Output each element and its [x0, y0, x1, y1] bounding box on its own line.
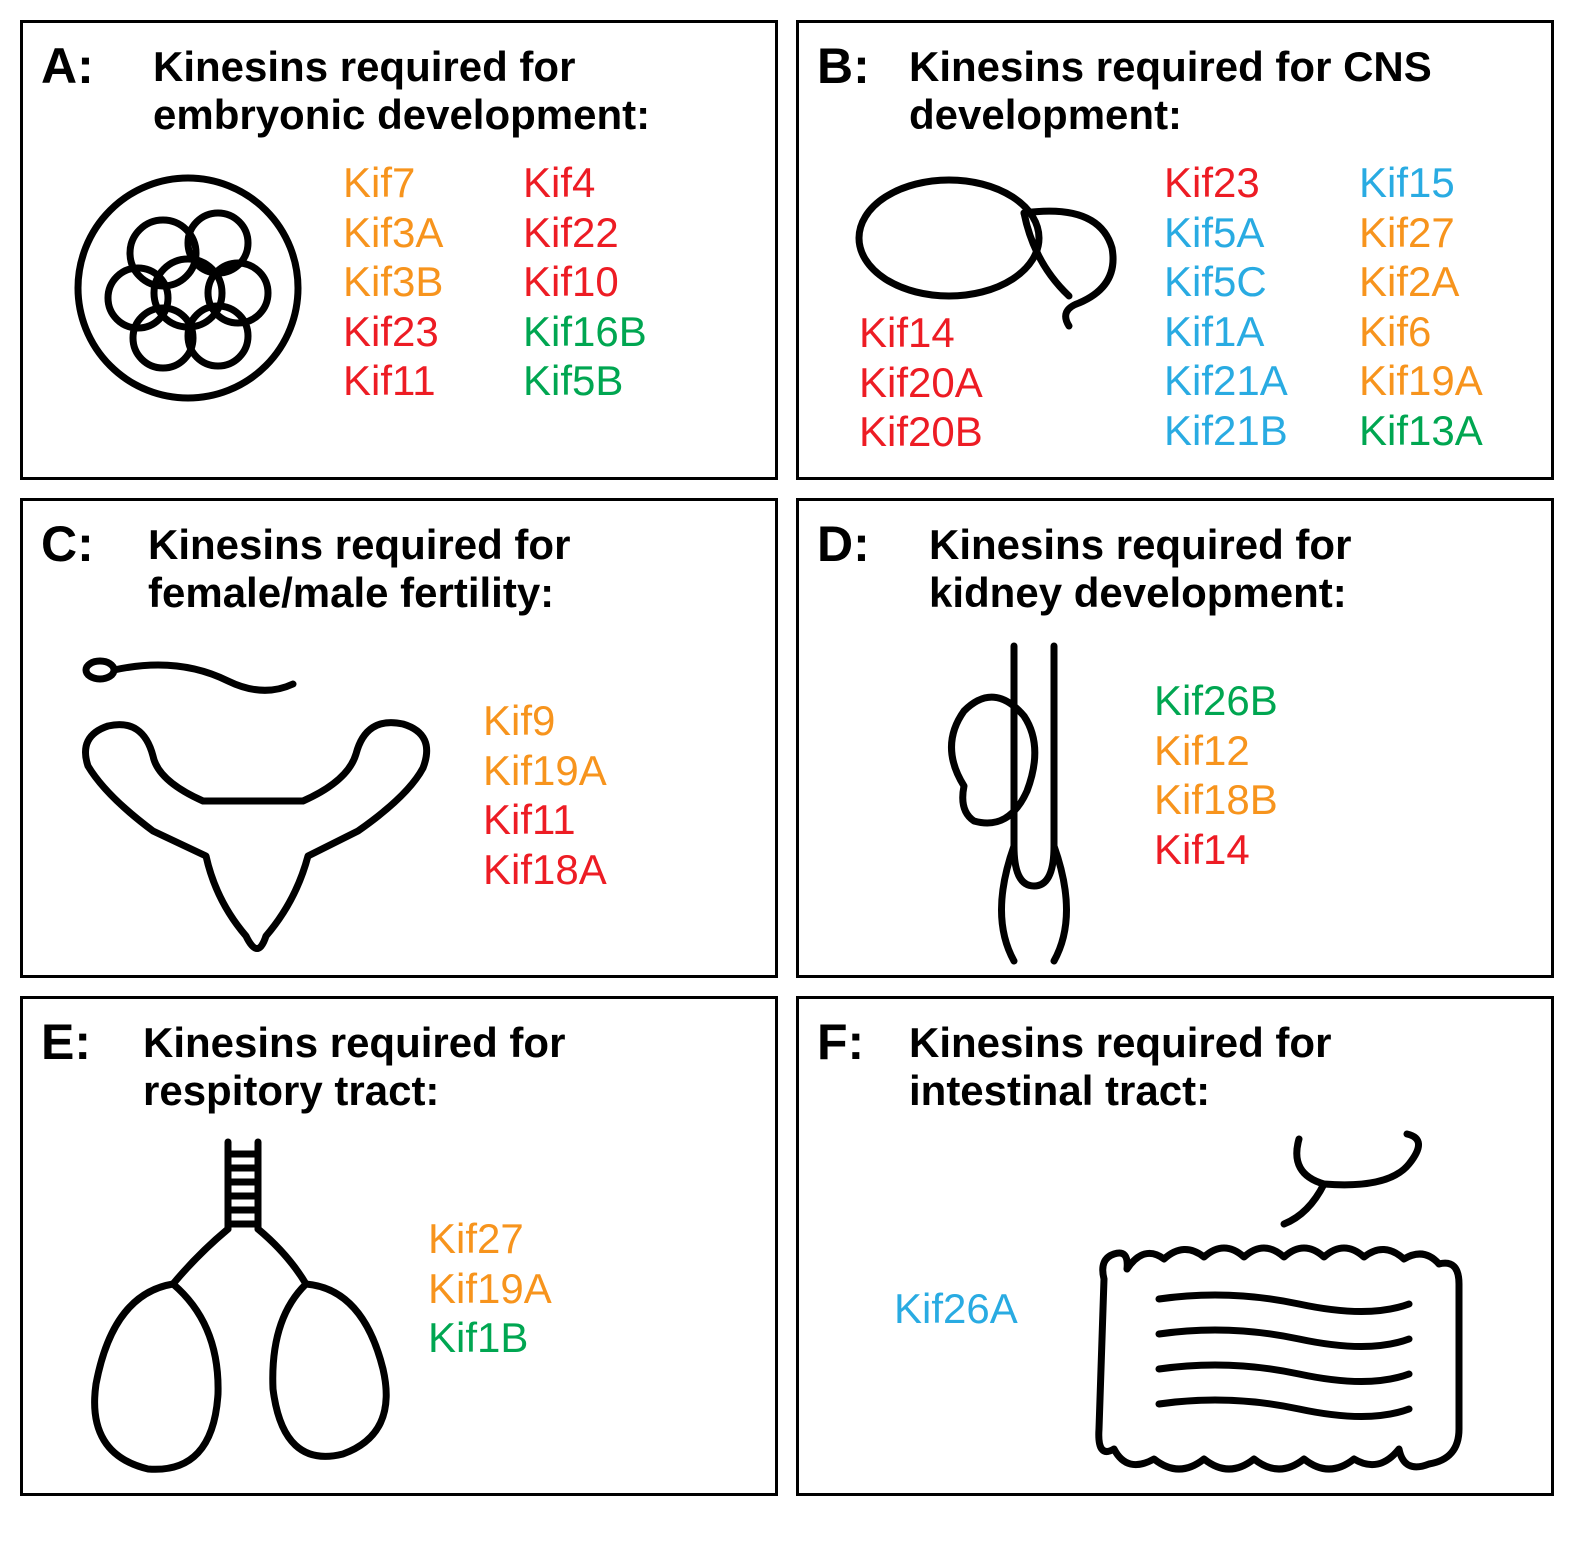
kinesin-kif23: Kif23: [343, 307, 443, 357]
panel-a-list-2: Kif4Kif22Kif10Kif16BKif5B: [523, 158, 647, 406]
panel-e: E: Kinesins required for respitory tract…: [20, 996, 778, 1496]
kinesin-kif18a: Kif18A: [483, 845, 607, 895]
panel-e-label: E:: [41, 1013, 91, 1071]
kinesin-kif5a: Kif5A: [1164, 208, 1288, 258]
panel-e-list-1: Kif27Kif19AKif1B: [428, 1214, 552, 1363]
kinesin-kif4: Kif4: [523, 158, 647, 208]
panel-d-list-1: Kif26BKif12Kif18BKif14: [1154, 676, 1278, 874]
kinesin-kif14: Kif14: [1154, 825, 1278, 875]
kinesin-kif2a: Kif2A: [1359, 257, 1483, 307]
kinesin-kif9: Kif9: [483, 696, 607, 746]
kinesin-kif1b: Kif1B: [428, 1313, 552, 1363]
panel-c: C: Kinesins required for female/male fer…: [20, 498, 778, 978]
panel-grid: A: Kinesins required for embryonic devel…: [20, 20, 1554, 1496]
panel-a: A: Kinesins required for embryonic devel…: [20, 20, 778, 480]
kinesin-kif12: Kif12: [1154, 726, 1278, 776]
kinesin-kif19a: Kif19A: [428, 1264, 552, 1314]
panel-a-list-1: Kif7Kif3AKif3BKif23Kif11: [343, 158, 443, 406]
kinesin-kif1a: Kif1A: [1164, 307, 1288, 357]
panel-d: D: Kinesins required for kidney developm…: [796, 498, 1554, 978]
embryo-icon: [68, 168, 308, 408]
kinesin-kif6: Kif6: [1359, 307, 1483, 357]
panel-f-list-1: Kif26A: [894, 1284, 1018, 1334]
kinesin-kif5c: Kif5C: [1164, 257, 1288, 307]
kinesin-kif22: Kif22: [523, 208, 647, 258]
kinesin-kif14: Kif14: [859, 308, 983, 358]
kinesin-kif21b: Kif21B: [1164, 406, 1288, 456]
panel-c-label: C:: [41, 515, 94, 573]
kinesin-kif15: Kif15: [1359, 158, 1483, 208]
kinesin-kif5b: Kif5B: [523, 356, 647, 406]
kinesin-kif20b: Kif20B: [859, 407, 983, 457]
kinesin-kif3b: Kif3B: [343, 257, 443, 307]
kinesin-kif26a: Kif26A: [894, 1284, 1018, 1334]
fertility-icon: [58, 646, 458, 971]
panel-a-label: A:: [41, 37, 94, 95]
kinesin-kif3a: Kif3A: [343, 208, 443, 258]
panel-b-list-2: Kif23Kif5AKif5CKif1AKif21AKif21B: [1164, 158, 1288, 455]
kinesin-kif27: Kif27: [1359, 208, 1483, 258]
kinesin-kif18b: Kif18B: [1154, 775, 1278, 825]
kinesin-kif23: Kif23: [1164, 158, 1288, 208]
kinesin-kif7: Kif7: [343, 158, 443, 208]
panel-c-list-1: Kif9Kif19AKif11Kif18A: [483, 696, 607, 894]
kidney-icon: [919, 636, 1129, 971]
panel-d-label: D:: [817, 515, 870, 573]
kinesin-kif11: Kif11: [483, 795, 607, 845]
panel-b: B: Kinesins required for CNS development…: [796, 20, 1554, 480]
kinesin-kif26b: Kif26B: [1154, 676, 1278, 726]
panel-b-list-1: Kif14Kif20AKif20B: [859, 308, 983, 457]
kinesin-kif27: Kif27: [428, 1214, 552, 1264]
kinesin-kif20a: Kif20A: [859, 358, 983, 408]
kinesin-kif19a: Kif19A: [483, 746, 607, 796]
panel-b-list-3: Kif15Kif27Kif2AKif6Kif19AKif13A: [1359, 158, 1483, 455]
kinesin-kif21a: Kif21A: [1164, 356, 1288, 406]
panel-c-title: Kinesins required for female/male fertil…: [148, 521, 570, 618]
panel-b-title: Kinesins required for CNS development:: [909, 43, 1432, 140]
kinesin-kif19a: Kif19A: [1359, 356, 1483, 406]
kinesin-kif13a: Kif13A: [1359, 406, 1483, 456]
kinesin-kif16b: Kif16B: [523, 307, 647, 357]
panel-a-title: Kinesins required for embryonic developm…: [153, 43, 650, 140]
intestine-icon: [1049, 1129, 1519, 1489]
panel-b-label: B:: [817, 37, 870, 95]
kinesin-kif10: Kif10: [523, 257, 647, 307]
panel-d-title: Kinesins required for kidney development…: [929, 521, 1351, 618]
panel-f-label: F:: [817, 1013, 864, 1071]
lungs-icon: [78, 1134, 408, 1484]
panel-e-title: Kinesins required for respitory tract:: [143, 1019, 565, 1116]
panel-f: F: Kinesins required for intestinal trac…: [796, 996, 1554, 1496]
kinesin-kif11: Kif11: [343, 356, 443, 406]
panel-f-title: Kinesins required for intestinal tract:: [909, 1019, 1331, 1116]
